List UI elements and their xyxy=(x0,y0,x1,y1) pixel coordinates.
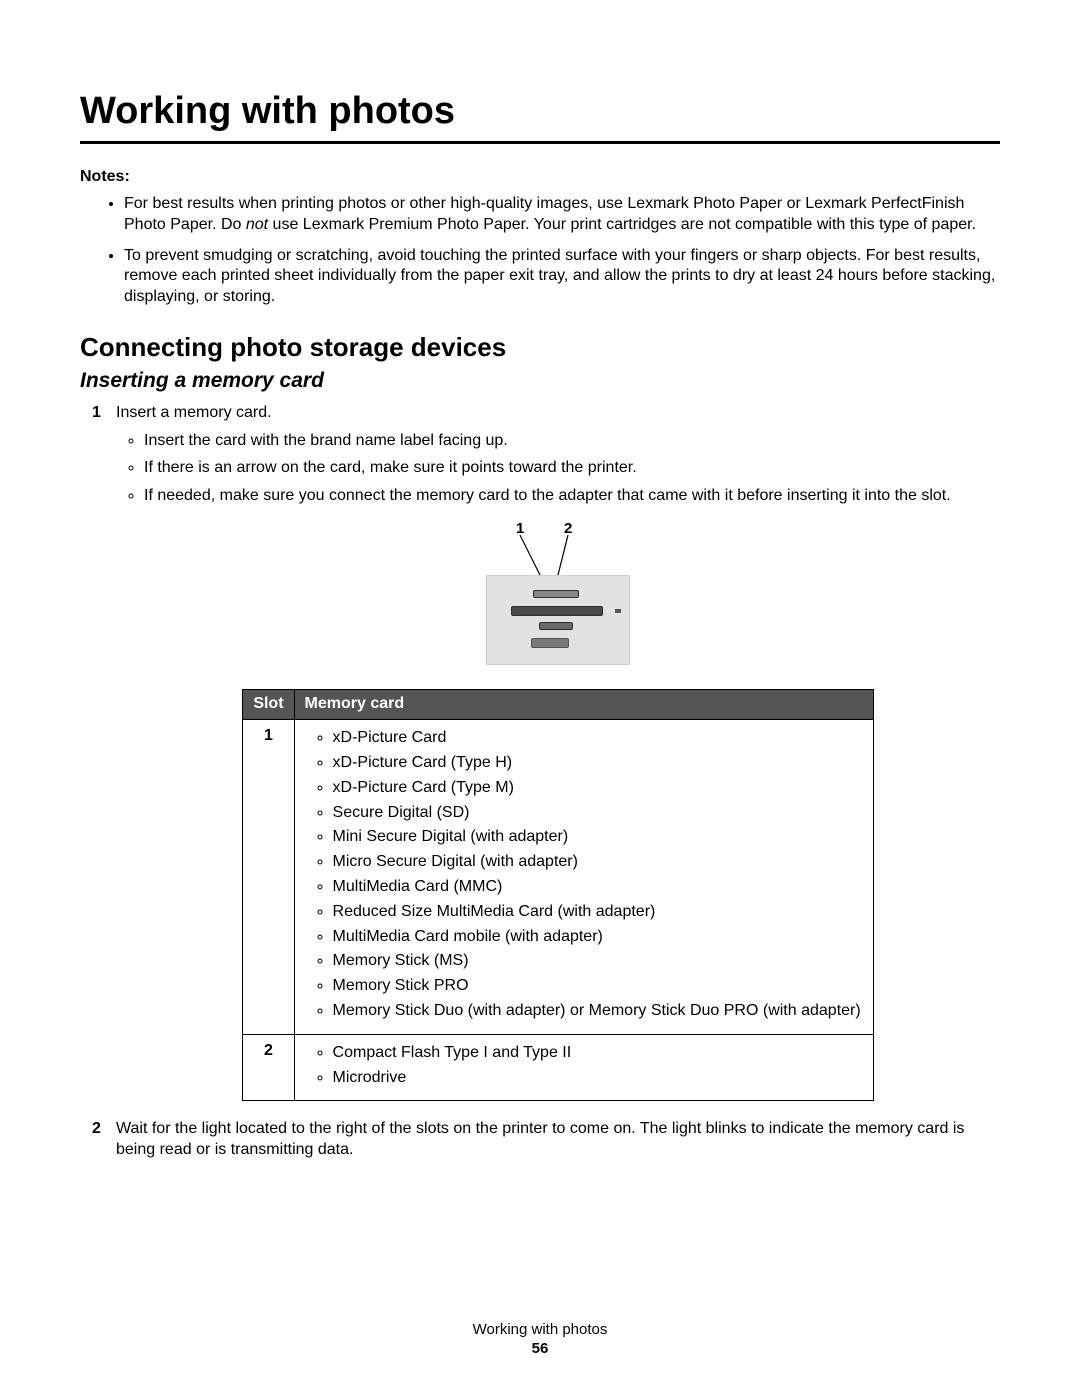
table-header-slot: Slot xyxy=(243,690,294,720)
table-cell-slot: 1 xyxy=(243,720,294,1035)
card-item: MultiMedia Card mobile (with adapter) xyxy=(333,927,861,948)
page-footer: Working with photos 56 xyxy=(0,1321,1080,1357)
section-heading: Connecting photo storage devices xyxy=(80,332,1000,363)
card-item: xD-Picture Card (Type H) xyxy=(333,753,861,774)
notes-list: For best results when printing photos or… xyxy=(80,194,1000,308)
step: 1 Insert a memory card. Insert the card … xyxy=(98,403,1000,1101)
note-text: To prevent smudging or scratching, avoid… xyxy=(124,247,995,306)
slot-icon xyxy=(511,606,603,616)
page: Working with photos Notes: For best resu… xyxy=(0,0,1080,1397)
footer-section: Working with photos xyxy=(0,1321,1080,1338)
card-item: Micro Secure Digital (with adapter) xyxy=(333,852,861,873)
step-sublist: Insert the card with the brand name labe… xyxy=(116,430,1000,507)
card-item: xD-Picture Card xyxy=(333,728,861,749)
callout-lines-icon xyxy=(486,535,630,575)
table-row: 2 Compact Flash Type I and Type II Micro… xyxy=(243,1034,873,1101)
card-item: Microdrive xyxy=(333,1068,861,1089)
table-header-card: Memory card xyxy=(294,690,873,720)
card-list: Compact Flash Type I and Type II Microdr… xyxy=(307,1043,861,1089)
note-item: For best results when printing photos or… xyxy=(124,194,1000,236)
step: 2 Wait for the light located to the righ… xyxy=(98,1119,1000,1161)
note-item: To prevent smudging or scratching, avoid… xyxy=(124,246,1000,308)
step-text: Insert a memory card. xyxy=(116,404,272,421)
diagram-callouts: 1 2 xyxy=(486,519,630,575)
subsection-heading: Inserting a memory card xyxy=(80,369,1000,393)
printer-image xyxy=(486,575,630,665)
card-item: Compact Flash Type I and Type II xyxy=(333,1043,861,1064)
card-item: Memory Stick (MS) xyxy=(333,951,861,972)
notes-label: Notes: xyxy=(80,168,1000,186)
indicator-icon xyxy=(615,609,621,613)
card-list: xD-Picture Card xD-Picture Card (Type H)… xyxy=(307,728,861,1022)
steps-list: 1 Insert a memory card. Insert the card … xyxy=(80,403,1000,1161)
table-header-row: Slot Memory card xyxy=(243,690,873,720)
footer-page-number: 56 xyxy=(0,1340,1080,1357)
step-number: 2 xyxy=(92,1119,101,1140)
card-item: Memory Stick Duo (with adapter) or Memor… xyxy=(333,1001,861,1022)
table-cell-cards: xD-Picture Card xD-Picture Card (Type H)… xyxy=(294,720,873,1035)
sub-bullet: Insert the card with the brand name labe… xyxy=(144,430,1000,452)
table-cell-slot: 2 xyxy=(243,1034,294,1101)
note-text: use Lexmark Premium Photo Paper. Your pr… xyxy=(268,216,976,233)
card-item: Memory Stick PRO xyxy=(333,976,861,997)
slot-icon xyxy=(533,590,579,598)
sub-bullet: If there is an arrow on the card, make s… xyxy=(144,457,1000,479)
card-item: Secure Digital (SD) xyxy=(333,803,861,824)
title-rule xyxy=(80,141,1000,144)
table-cell-cards: Compact Flash Type I and Type II Microdr… xyxy=(294,1034,873,1101)
step-number: 1 xyxy=(92,403,101,424)
table-row: 1 xD-Picture Card xD-Picture Card (Type … xyxy=(243,720,873,1035)
sub-bullet: If needed, make sure you connect the mem… xyxy=(144,485,1000,507)
slot-icon xyxy=(539,622,573,630)
slot-icon xyxy=(531,638,569,648)
step-text: Wait for the light located to the right … xyxy=(116,1120,964,1158)
card-item: Reduced Size MultiMedia Card (with adapt… xyxy=(333,902,861,923)
printer-diagram: 1 2 xyxy=(486,519,630,665)
card-item: Mini Secure Digital (with adapter) xyxy=(333,827,861,848)
note-em: not xyxy=(246,216,268,233)
diagram-wrap: 1 2 xyxy=(116,519,1000,672)
card-item: xD-Picture Card (Type M) xyxy=(333,778,861,799)
memory-card-table: Slot Memory card 1 xD-Picture Card xD-Pi… xyxy=(242,689,873,1101)
page-title: Working with photos xyxy=(80,90,1000,133)
card-item: MultiMedia Card (MMC) xyxy=(333,877,861,898)
